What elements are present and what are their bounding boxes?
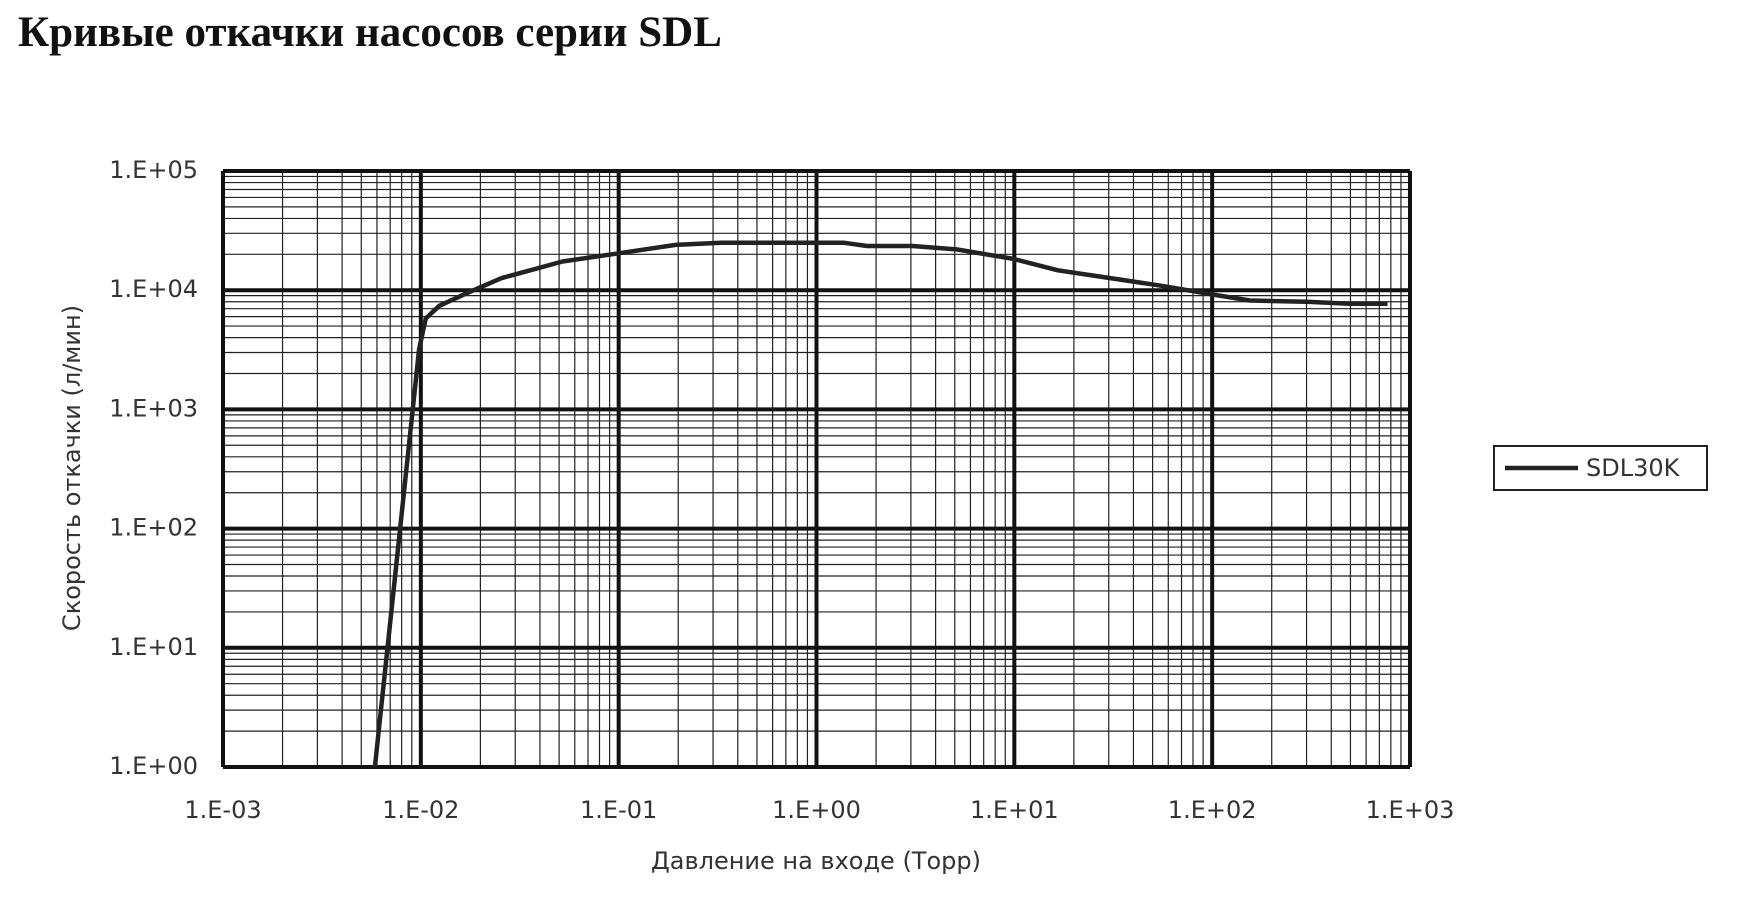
y-axis-label: Скорость откачки (л/мин) <box>58 305 86 631</box>
chart-title: Кривые откачки насосов серии SDL <box>18 9 722 56</box>
y-tick-label: 1.E+03 <box>109 394 198 422</box>
x-tick-label: 1.E-02 <box>382 796 459 824</box>
y-tick-label: 1.E+01 <box>109 633 198 661</box>
y-tick-label: 1.E+04 <box>109 275 198 303</box>
series-line <box>372 240 1388 768</box>
x-axis-label: Давление на входе (Торр) <box>651 847 981 875</box>
x-tick-label: 1.E+03 <box>1366 796 1455 824</box>
x-tick-label: 1.E+01 <box>970 796 1059 824</box>
x-tick-label: 1.E+02 <box>1168 796 1257 824</box>
legend-label: SDL30K <box>1586 454 1681 482</box>
y-tick-label: 1.E+02 <box>109 514 198 542</box>
x-tick-label: 1.E-01 <box>580 796 657 824</box>
y-tick-label: 1.E+05 <box>109 156 198 184</box>
x-tick-label: 1.E-03 <box>184 796 261 824</box>
x-tick-label: 1.E+00 <box>772 796 861 824</box>
y-tick-label: 1.E+00 <box>109 752 198 780</box>
